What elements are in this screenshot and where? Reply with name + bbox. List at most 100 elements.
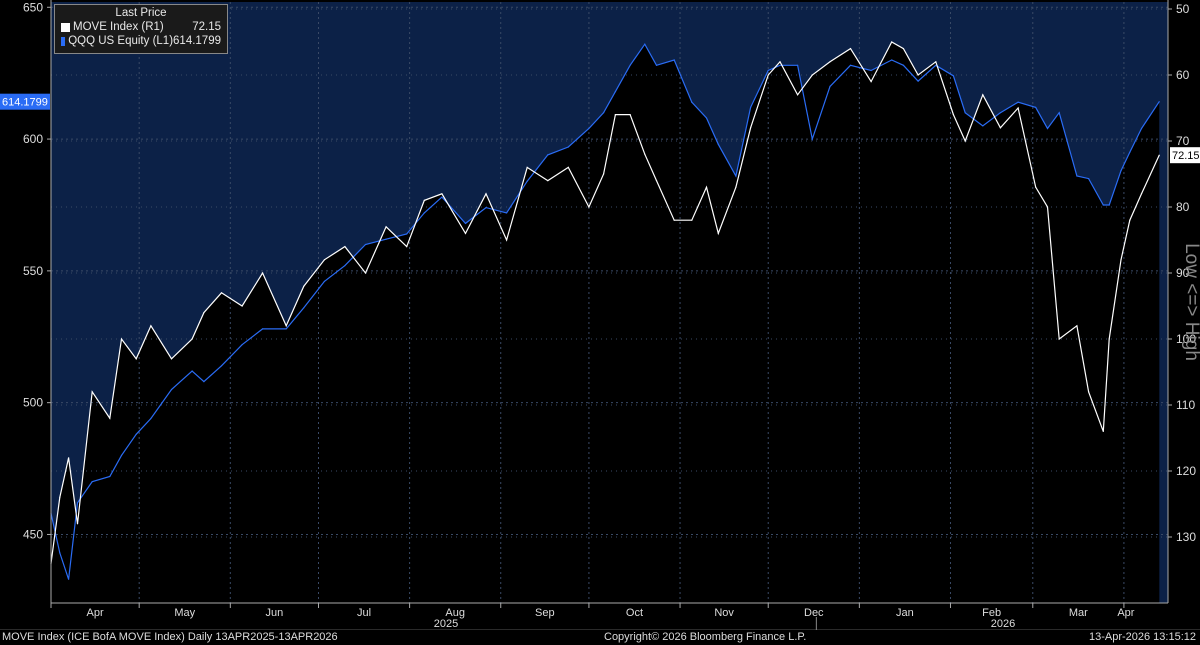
qqq-point: [567, 146, 569, 148]
qqq-point: [506, 212, 508, 214]
move-point: [220, 292, 223, 294]
move-point: [982, 94, 984, 96]
move-point: [1129, 219, 1131, 221]
move-point: [170, 358, 173, 360]
move-point: [1108, 338, 1110, 340]
qqq-point: [109, 475, 111, 478]
x-month-label: Jun: [266, 607, 284, 619]
move-point: [567, 166, 569, 168]
move-point: [441, 193, 443, 195]
move-point: [870, 81, 872, 83]
qqq-point: [829, 85, 831, 87]
move-point: [1017, 107, 1019, 109]
move-point: [779, 61, 781, 63]
qqq-point: [59, 552, 61, 554]
move-point: [644, 153, 646, 155]
x-month-label: Nov: [714, 607, 734, 619]
move-point: [547, 180, 549, 182]
x-month-label: Oct: [626, 607, 643, 619]
legend-value-move: 72.15: [192, 21, 221, 33]
move-point: [935, 61, 937, 63]
move-point: [1102, 430, 1104, 432]
move-point: [811, 74, 813, 76]
left-tick-label: 650: [23, 0, 43, 14]
move-point: [964, 140, 966, 142]
qqq-point: [952, 75, 955, 77]
move-point: [691, 219, 693, 221]
qqq-point: [150, 417, 152, 420]
move-point: [109, 417, 111, 419]
move-point: [735, 186, 737, 188]
move-point: [91, 391, 93, 393]
move-point: [464, 232, 467, 234]
qqq-point: [717, 143, 719, 145]
move-point: [952, 114, 955, 116]
qqq-point: [629, 64, 631, 66]
legend-entry-qqq: QQQ US Equity (L1) 614.1799: [61, 34, 221, 48]
legend-title: Last Price: [115, 7, 167, 19]
left-tick-label: 600: [23, 132, 43, 146]
x-month-label: May: [174, 607, 195, 619]
qqq-point: [870, 69, 872, 72]
move-point: [655, 180, 658, 182]
move-point: [150, 325, 152, 327]
move-point: [614, 114, 617, 116]
move-point: [917, 74, 919, 76]
move-point: [1120, 259, 1122, 261]
qqq-last-flag: [0, 93, 50, 110]
move-point: [849, 48, 852, 50]
left-tick-label: 550: [23, 264, 43, 278]
qqq-point: [902, 64, 905, 66]
qqq-point: [603, 112, 605, 114]
qqq-point: [999, 112, 1002, 114]
move-point: [59, 496, 61, 498]
qqq-point: [588, 127, 590, 130]
qqq-point: [364, 243, 367, 246]
move-point: [673, 219, 675, 221]
legend-name-move: MOVE Index (R1): [73, 21, 164, 33]
qqq-point: [441, 196, 443, 198]
x-year-label: 2025: [434, 618, 458, 630]
qqq-last-label: 614.1799: [2, 97, 48, 109]
move-point: [406, 246, 408, 248]
move-point: [603, 173, 605, 175]
qqq-point: [1129, 151, 1131, 153]
x-month-label: Sep: [535, 607, 555, 619]
qqq-point: [1076, 175, 1078, 177]
qqq-point: [406, 233, 408, 235]
qqq-point: [1158, 101, 1160, 103]
move-point: [767, 74, 769, 76]
footer-description: MOVE Index (ICE BofA MOVE Index) Daily 1…: [2, 631, 338, 643]
qqq-point: [691, 101, 693, 103]
qqq-point: [423, 212, 425, 214]
right-tick-label: 120: [1176, 464, 1196, 478]
move-last-flag: [1170, 147, 1200, 164]
legend-entry-move: MOVE Index (R1) 72.15: [61, 20, 221, 34]
right-tick-label: 50: [1176, 2, 1190, 16]
qqq-point: [614, 91, 617, 93]
move-point: [588, 206, 590, 208]
legend-value-qqq: 614.1799: [173, 35, 221, 47]
qqq-point: [241, 344, 243, 346]
left-tick-label: 500: [23, 396, 43, 410]
qqq-point: [203, 381, 205, 383]
qqq-point: [285, 328, 287, 330]
qqq-point: [1140, 127, 1143, 130]
qqq-point: [1108, 204, 1110, 206]
move-point: [203, 312, 205, 314]
qqq-point: [964, 112, 966, 114]
qqq-point: [655, 64, 658, 66]
move-point: [891, 41, 893, 43]
right-tick-label: 60: [1176, 68, 1190, 82]
move-point: [191, 338, 193, 340]
x-month-label: Apr: [87, 607, 104, 619]
x-month-label: Dec: [804, 607, 824, 619]
qqq-point: [644, 43, 646, 45]
move-point: [423, 199, 425, 201]
qqq-point: [547, 154, 549, 156]
right-axis-title: Low <=> High: [1181, 243, 1200, 361]
x-month-label: Jul: [357, 607, 371, 619]
move-point: [76, 523, 79, 525]
move-point: [705, 186, 708, 188]
